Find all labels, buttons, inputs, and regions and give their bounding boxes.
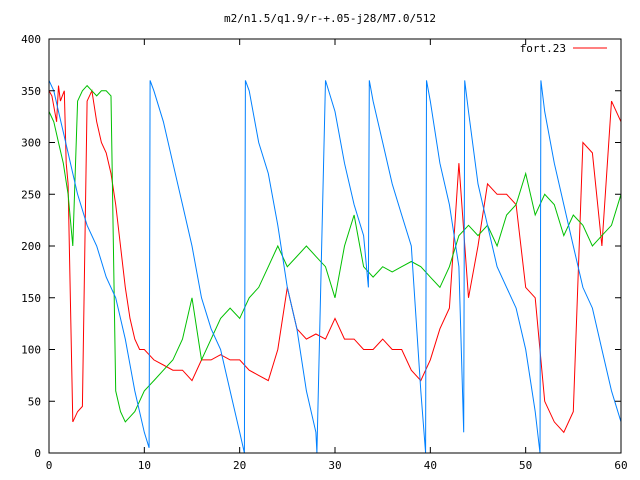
x-tick-label: 10 [138,459,151,472]
y-tick-label: 50 [28,395,41,408]
x-axis-ticks: 0 10 20 30 40 50 60 [46,39,628,472]
y-axis-ticks: 0 50 100 150 200 250 300 350 400 [21,33,621,460]
x-tick-label: 0 [46,459,53,472]
x-tick-label: 50 [519,459,532,472]
y-tick-label: 300 [21,137,41,150]
y-tick-label: 350 [21,85,41,98]
y-tick-label: 200 [21,240,41,253]
y-tick-label: 0 [34,447,41,460]
series-line-3 [48,80,622,454]
x-tick-label: 60 [614,459,627,472]
legend-label: fort.23 [520,42,566,55]
x-tick-label: 20 [233,459,246,472]
y-tick-label: 100 [21,344,41,357]
y-tick-label: 150 [21,292,41,305]
plot-series [48,80,622,454]
y-tick-label: 400 [21,33,41,46]
x-tick-label: 40 [424,459,437,472]
series-line-2 [48,84,622,423]
x-tick-label: 30 [328,459,341,472]
series-line-1 [48,85,622,434]
chart-title: m2/n1.5/q1.9/r-+.05-j28/M7.0/512 [224,12,436,25]
y-tick-label: 250 [21,188,41,201]
legend: fort.23 [520,42,607,55]
